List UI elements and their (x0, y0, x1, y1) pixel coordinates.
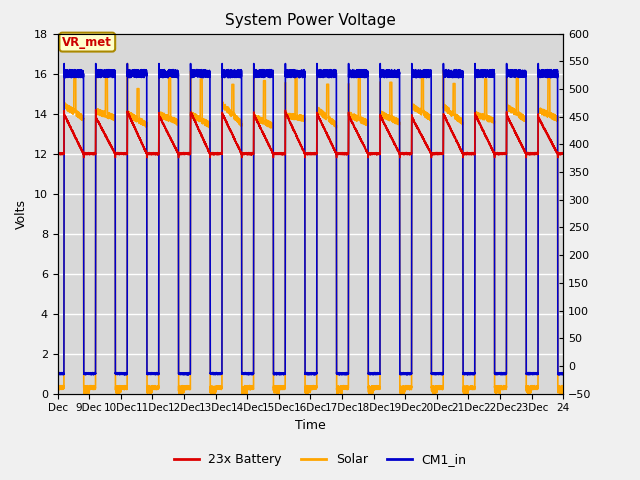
Legend: 23x Battery, Solar, CM1_in: 23x Battery, Solar, CM1_in (168, 448, 472, 471)
Title: System Power Voltage: System Power Voltage (225, 13, 396, 28)
Y-axis label: Volts: Volts (15, 199, 28, 228)
Text: VR_met: VR_met (62, 36, 112, 48)
X-axis label: Time: Time (295, 419, 326, 432)
